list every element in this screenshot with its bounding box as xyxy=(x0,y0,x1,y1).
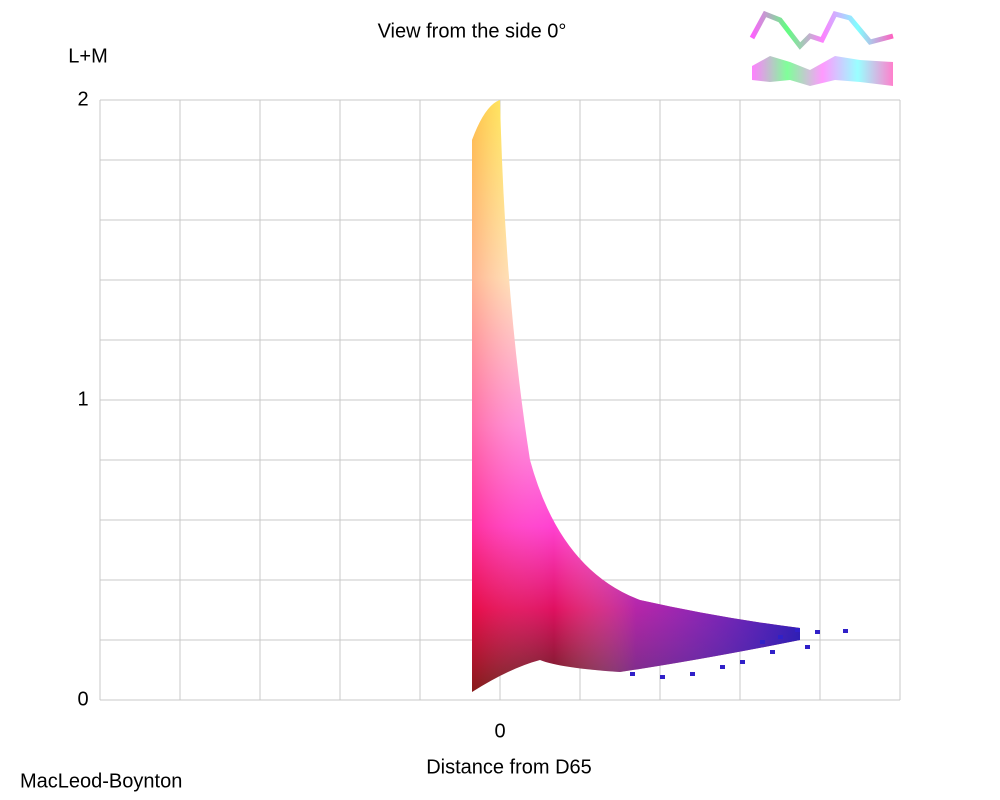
x-tick-label: 0 xyxy=(494,720,505,742)
y-axis-label: L+M xyxy=(68,45,107,67)
y-tick-label: 0 xyxy=(77,688,88,710)
x-axis-label: Distance from D65 xyxy=(426,756,592,778)
y-tick-label: 1 xyxy=(77,388,88,410)
thumbnails xyxy=(749,10,894,86)
y-tick-label: 2 xyxy=(77,88,88,110)
caption: MacLeod-Boynton xyxy=(20,770,182,792)
chart-title: View from the side 0° xyxy=(378,20,567,42)
gamut xyxy=(472,100,848,692)
